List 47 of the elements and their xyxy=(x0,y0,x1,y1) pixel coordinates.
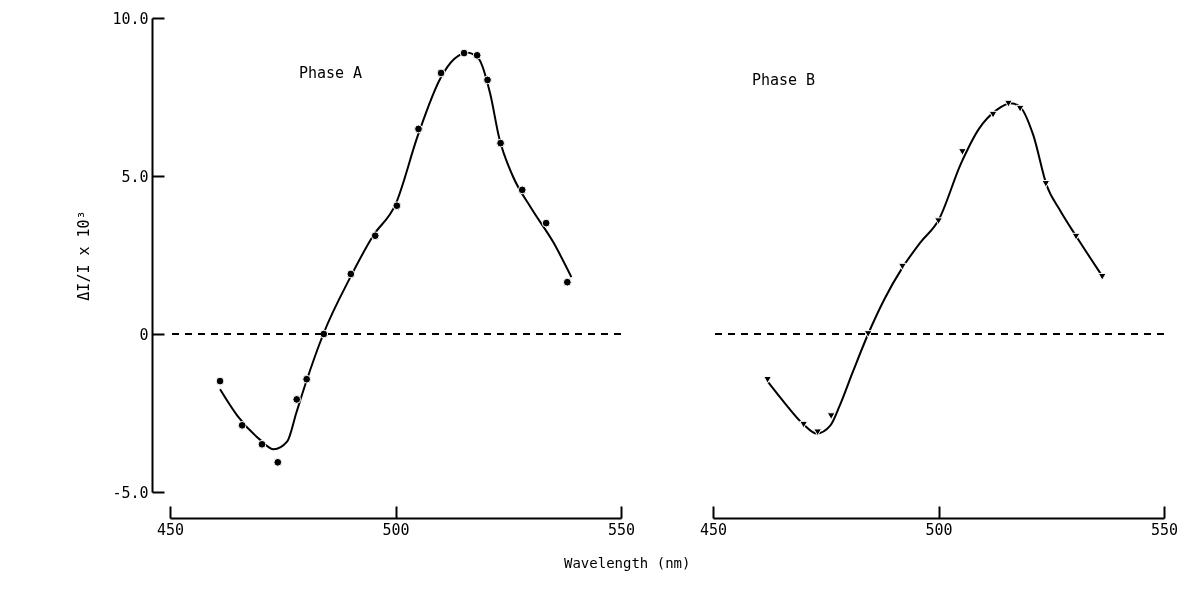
y-tick-label: 10.0 xyxy=(112,9,149,28)
text: Phase A xyxy=(298,64,363,82)
point xyxy=(517,185,527,195)
point xyxy=(1071,232,1081,241)
point xyxy=(562,277,572,287)
line-series xyxy=(219,51,573,451)
point xyxy=(483,75,492,85)
point xyxy=(799,420,809,429)
point xyxy=(273,457,283,467)
point xyxy=(459,48,469,58)
point xyxy=(496,138,505,148)
y-tick-label: 5.0 xyxy=(121,167,149,186)
point xyxy=(414,124,423,134)
point xyxy=(257,439,267,449)
y-tick-label: 0 xyxy=(139,325,149,344)
x-tick-label: 550 xyxy=(1150,520,1179,539)
point xyxy=(215,376,225,386)
y-tick-label: -5.0 xyxy=(112,483,149,502)
point xyxy=(319,329,329,339)
point xyxy=(826,412,836,421)
point xyxy=(988,110,998,119)
x-axis-title: Wavelength (nm) xyxy=(563,555,691,571)
point xyxy=(541,218,551,228)
point xyxy=(898,262,907,271)
point xyxy=(370,231,380,241)
point xyxy=(436,68,446,78)
point xyxy=(392,201,402,211)
x-tick-label: 500 xyxy=(382,520,410,539)
point xyxy=(763,375,772,384)
point xyxy=(863,330,873,338)
point xyxy=(1004,99,1013,108)
point xyxy=(472,50,482,60)
x-tick-label: 450 xyxy=(156,520,185,539)
point xyxy=(1015,104,1025,113)
point xyxy=(237,420,247,430)
point xyxy=(302,374,312,384)
x-tick-label: 500 xyxy=(925,520,953,539)
point xyxy=(1097,272,1107,281)
point xyxy=(813,428,823,437)
x-tick-label: 450 xyxy=(699,520,728,539)
x-tick-label: 550 xyxy=(607,520,636,539)
point xyxy=(934,217,943,226)
text: Phase B xyxy=(751,71,816,89)
point xyxy=(958,148,967,156)
point xyxy=(292,395,302,404)
point xyxy=(346,269,356,279)
y-axis-title: ΔI/I x 10³ xyxy=(75,210,94,301)
